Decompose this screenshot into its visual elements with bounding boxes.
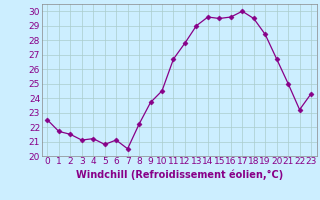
X-axis label: Windchill (Refroidissement éolien,°C): Windchill (Refroidissement éolien,°C) bbox=[76, 169, 283, 180]
